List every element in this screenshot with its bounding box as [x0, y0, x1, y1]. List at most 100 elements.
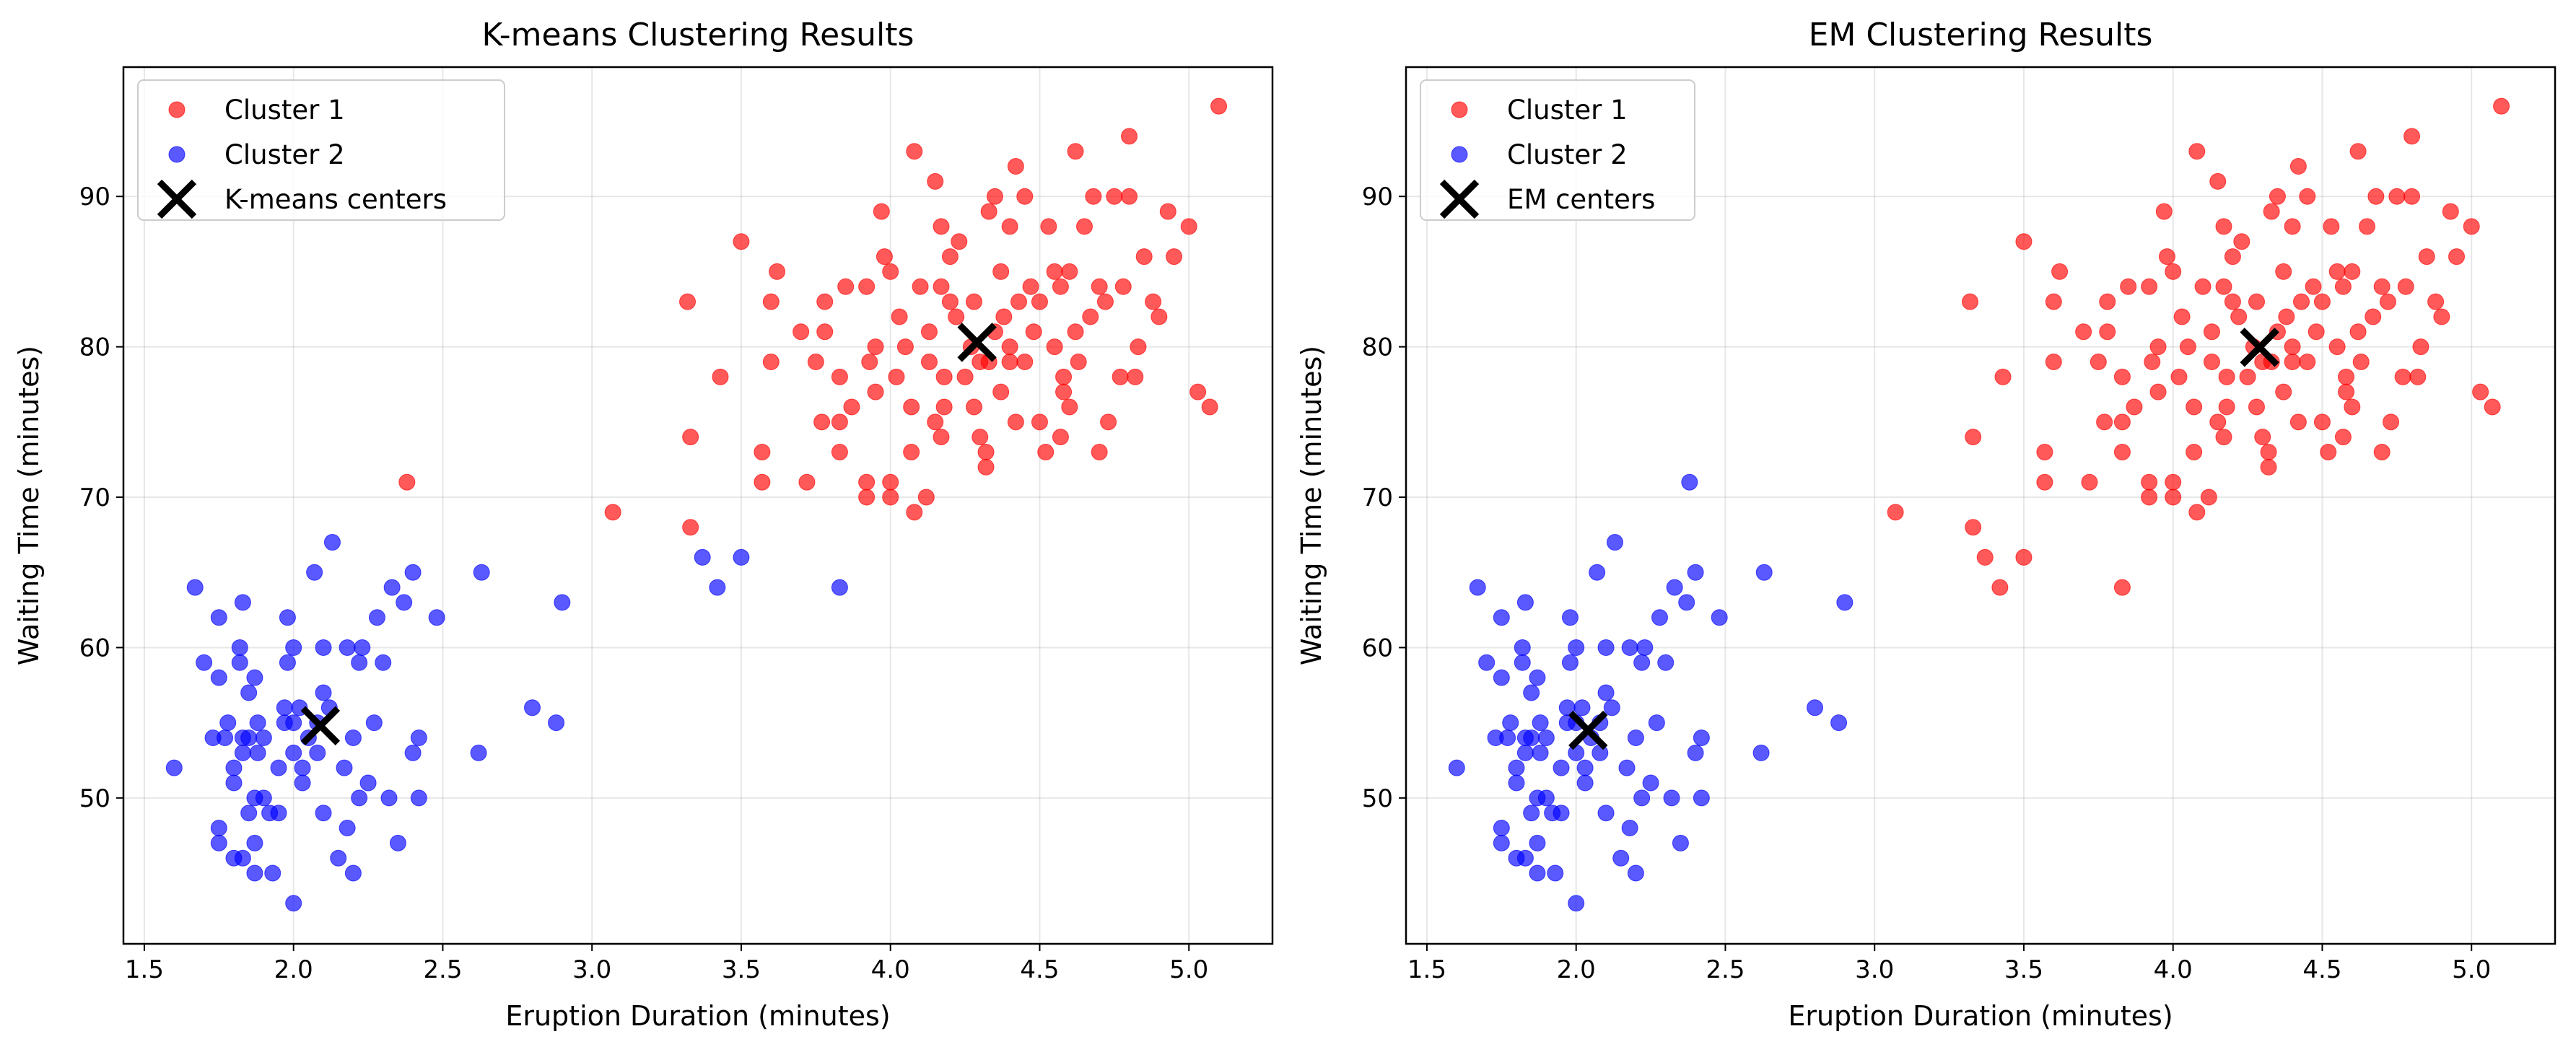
data-point	[410, 729, 427, 746]
data-point	[1127, 368, 1144, 385]
data-point	[375, 654, 392, 671]
data-point	[1114, 278, 1132, 295]
data-point	[309, 744, 326, 761]
data-point	[867, 338, 884, 356]
series-1	[398, 97, 1228, 536]
data-point	[1055, 383, 1073, 400]
data-point	[882, 263, 899, 280]
data-point	[2373, 444, 2391, 461]
data-point	[380, 789, 398, 807]
data-point	[315, 805, 332, 822]
data-point	[2334, 429, 2352, 446]
data-point	[903, 398, 920, 416]
data-point	[2194, 278, 2212, 295]
data-point	[2141, 489, 2158, 506]
data-point	[1493, 609, 1510, 626]
data-point	[2149, 338, 2167, 356]
data-point	[354, 639, 371, 656]
data-point	[1007, 158, 1024, 175]
legend-marker	[1439, 179, 1480, 219]
data-point	[882, 473, 899, 491]
data-point	[1887, 504, 1904, 521]
data-point	[876, 248, 893, 266]
data-point	[679, 293, 697, 310]
data-point	[1529, 834, 1546, 851]
data-point	[2045, 293, 2062, 310]
data-point	[882, 489, 899, 506]
data-point	[2409, 368, 2427, 385]
data-point	[843, 398, 860, 416]
data-point	[1159, 203, 1176, 220]
data-point	[1121, 128, 1138, 145]
data-point	[404, 564, 422, 581]
data-point	[410, 789, 427, 807]
data-point	[210, 820, 227, 837]
data-point	[219, 714, 237, 732]
data-point	[2263, 203, 2280, 220]
data-point	[1529, 864, 1546, 882]
data-point	[2373, 278, 2391, 295]
data-point	[2472, 383, 2489, 400]
centers	[1568, 328, 2279, 750]
data-point	[1516, 849, 1534, 867]
data-point	[956, 368, 974, 385]
y-tick-label: 60	[1362, 634, 1393, 662]
data-point	[1529, 669, 1546, 686]
center-marker	[2240, 328, 2279, 367]
data-point	[1561, 609, 1579, 626]
x-tick-label: 1.5	[125, 955, 164, 984]
data-point	[1642, 774, 1659, 792]
data-point	[365, 714, 383, 732]
data-point	[196, 654, 213, 671]
data-point	[339, 639, 356, 656]
data-point	[240, 729, 258, 746]
data-point	[2352, 353, 2370, 370]
data-point	[694, 548, 711, 566]
data-point	[2099, 323, 2116, 341]
data-point	[1568, 895, 1585, 912]
data-point	[2293, 293, 2310, 310]
data-point	[977, 444, 995, 461]
data-point	[398, 473, 416, 491]
data-point	[709, 579, 726, 596]
data-point	[927, 172, 944, 190]
data-point	[255, 729, 272, 746]
x-tick-label: 4.0	[871, 955, 910, 984]
data-point	[831, 579, 848, 596]
data-point	[2015, 233, 2033, 250]
data-point	[2299, 188, 2316, 205]
data-point	[217, 729, 234, 746]
data-point	[225, 774, 243, 792]
data-point	[2188, 143, 2206, 160]
data-point	[977, 458, 995, 476]
data-point	[1499, 729, 1516, 746]
data-point	[1201, 398, 1218, 416]
data-point	[986, 188, 1003, 205]
data-point	[548, 714, 565, 732]
data-point	[1135, 248, 1153, 266]
data-point	[1052, 278, 1069, 295]
legend-marker	[1451, 101, 1468, 118]
data-point	[1633, 654, 1651, 671]
data-point	[2215, 429, 2232, 446]
data-point	[2412, 338, 2429, 356]
x-axis-label: Eruption Duration (minutes)	[1788, 1000, 2173, 1032]
data-point	[1621, 639, 1638, 656]
x-tick-label: 2.0	[1557, 955, 1596, 984]
data-point	[1962, 293, 1979, 310]
legend: Cluster 1 Cluster 2 EM centers	[1420, 79, 1695, 221]
data-point	[186, 579, 204, 596]
data-point	[2344, 263, 2361, 280]
data-point	[1508, 759, 1525, 776]
data-point	[1830, 714, 1848, 732]
data-point	[1561, 654, 1579, 671]
data-point	[2427, 293, 2445, 310]
data-point	[2036, 444, 2053, 461]
legend: Cluster 1 Cluster 2 K-means centers	[137, 79, 505, 221]
data-point	[2365, 308, 2382, 325]
data-point	[344, 729, 362, 746]
data-point	[1523, 729, 1540, 746]
data-point	[2308, 323, 2325, 341]
data-point	[2081, 473, 2098, 491]
data-point	[2289, 413, 2307, 431]
